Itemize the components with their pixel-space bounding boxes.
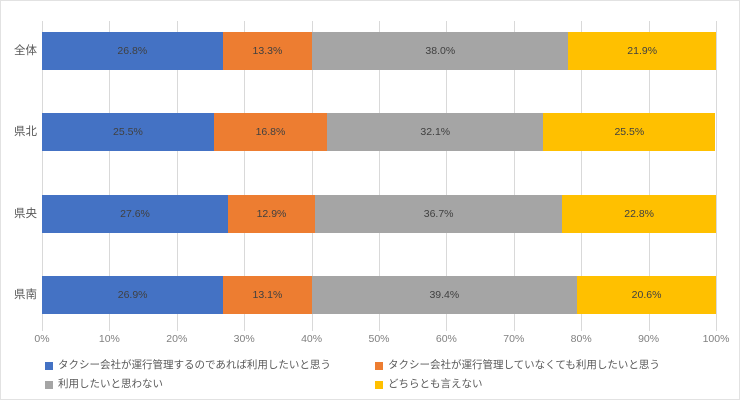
legend-item[interactable]: どちらとも言えない	[375, 375, 705, 394]
bar-segment[interactable]: 12.9%	[228, 195, 315, 233]
bar-segment[interactable]: 39.4%	[311, 276, 578, 314]
gridline-70%	[513, 21, 515, 331]
legend-label: 利用したいと思わない	[58, 378, 163, 390]
gridline-90%	[648, 21, 650, 331]
plot-area: 26.8% 13.3% 38.0% 21.9% 25.5% 16.8% 32.1% 25.5%…	[42, 21, 717, 331]
category-label: 全体	[14, 45, 37, 57]
bar-segment[interactable]: 25.5%	[42, 113, 214, 151]
legend-label: どちらとも言えない	[388, 378, 483, 390]
bar-segment[interactable]: 13.3%	[222, 32, 313, 70]
gridline-60%	[446, 21, 448, 331]
x-tick-label: 60%	[435, 333, 457, 345]
gridline-20%	[176, 21, 178, 331]
bar-segment[interactable]: 20.6%	[577, 276, 716, 314]
legend-swatch-icon	[375, 361, 383, 370]
bar-segment[interactable]: 22.8%	[562, 195, 716, 233]
x-tick-label: 40%	[301, 333, 323, 345]
bar-segment[interactable]: 26.9%	[42, 276, 224, 314]
bar-segment[interactable]: 13.1%	[223, 276, 312, 314]
x-tick-label: 80%	[570, 333, 592, 345]
gridline-30%	[244, 21, 246, 331]
bar-segment[interactable]: 38.0%	[312, 32, 569, 70]
legend-item[interactable]: タクシー会社が運行管理していなくても利用したいと思う	[375, 356, 705, 375]
bar-segment[interactable]: 25.5%	[543, 113, 716, 151]
gridline-100%	[716, 21, 717, 331]
legend-label: タクシー会社が運行管理していなくても利用したいと思う	[388, 359, 660, 371]
bar-row: 26.9% 13.1% 39.4% 20.6%	[42, 276, 716, 314]
category-label: 県南	[14, 289, 37, 301]
legend-item[interactable]: タクシー会社が運行管理するのであれば利用したいと思う	[45, 356, 375, 375]
bar-row: 25.5% 16.8% 32.1% 25.5%	[42, 113, 716, 151]
gridline-80%	[581, 21, 583, 331]
value-axis-line	[42, 21, 43, 331]
bar-row: 26.8% 13.3% 38.0% 21.9%	[42, 32, 716, 70]
x-tick-label: 30%	[233, 333, 255, 345]
bar-segment[interactable]: 27.6%	[42, 195, 229, 233]
chart-legend: タクシー会社が運行管理するのであれば利用したいと思う タクシー会社が運行管理してい…	[45, 356, 705, 394]
x-tick-label: 100%	[702, 333, 730, 345]
category-label: 県北	[14, 126, 37, 138]
x-tick-label: 20%	[166, 333, 188, 345]
x-axis-tick-labels: 0% 10% 20% 30% 40% 50% 60% 70% 80% 90% 100%	[34, 333, 729, 351]
bar-segment[interactable]: 21.9%	[568, 32, 716, 70]
gridline-10%	[109, 21, 111, 331]
x-tick-label: 0%	[34, 333, 50, 345]
bar-segment[interactable]: 32.1%	[327, 113, 544, 151]
x-tick-label: 50%	[368, 333, 390, 345]
x-tick-label: 70%	[503, 333, 525, 345]
legend-swatch-icon	[45, 361, 53, 370]
gridline-40%	[311, 21, 313, 331]
bar-segment[interactable]: 26.8%	[42, 32, 223, 70]
bar-row: 27.6% 12.9% 36.7% 22.8%	[42, 195, 716, 233]
bar-segment[interactable]: 36.7%	[314, 195, 563, 233]
legend-swatch-icon	[375, 380, 383, 389]
bar-segment[interactable]: 16.8%	[213, 113, 328, 151]
x-tick-label: 10%	[98, 333, 120, 345]
legend-label: タクシー会社が運行管理するのであれば利用したいと思う	[58, 359, 331, 371]
legend-item[interactable]: 利用したいと思わない	[45, 375, 375, 394]
legend-swatch-icon	[45, 380, 53, 389]
x-tick-label: 90%	[638, 333, 660, 345]
category-label: 県央	[14, 208, 37, 220]
gridline-50%	[379, 21, 380, 331]
